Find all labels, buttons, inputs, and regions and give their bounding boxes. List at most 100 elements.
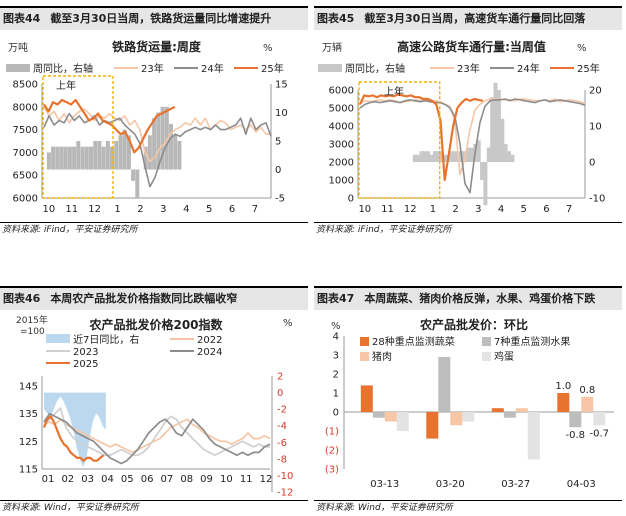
legend-swatch xyxy=(360,352,369,361)
chart46-header: 图表46 本周农产品批发价格指数同比跌幅收窄 xyxy=(0,286,308,310)
legend-label: 25年 xyxy=(261,62,284,75)
y-tick-label: (2) xyxy=(325,446,339,457)
left-tick-label: 7000 xyxy=(13,148,38,159)
series-line-23年 xyxy=(359,98,586,176)
series-line-2022 xyxy=(43,418,271,454)
chart44-title: 铁路货运量:周度 xyxy=(112,39,202,54)
legend-swatch xyxy=(482,337,491,346)
left-tick-label: 5000 xyxy=(329,104,354,115)
yoy-bar xyxy=(416,154,421,162)
legend-label: 近7日同比，右 xyxy=(73,333,139,346)
x-tick-label: 1 xyxy=(430,204,436,215)
legend-swatch-bar xyxy=(318,64,342,72)
right-tick-label: 15 xyxy=(275,80,288,91)
left-tick-label: 145 xyxy=(19,382,38,393)
yoy-bar xyxy=(126,135,131,170)
yoy-bar xyxy=(143,146,148,170)
right-axis-unit: % xyxy=(577,43,587,54)
legend-label: 猪肉 xyxy=(372,350,392,363)
bar-鸡蛋 xyxy=(396,412,409,431)
yoy-bar xyxy=(131,169,136,181)
right-tick-label: -4 xyxy=(277,421,287,432)
y-tick-label: (1) xyxy=(325,427,339,438)
right-tick-label: 0 xyxy=(275,165,281,176)
legend-label: 7种重点监测水果 xyxy=(494,335,570,348)
yoy-bar xyxy=(436,151,441,162)
chart46-title: 农产品批发价格200指数 xyxy=(88,317,223,332)
bar-鸡蛋 xyxy=(462,412,475,422)
yoy-bar xyxy=(510,154,515,162)
left-tick-label: 135 xyxy=(19,409,38,420)
right-tick-label: -10 xyxy=(277,471,293,482)
legend-label: 23年 xyxy=(457,62,480,75)
panel-chart46: 图表46 本周农产品批发价格指数同比跌幅收窄 农产品批发价格200指数 2015年 =… xyxy=(0,286,308,516)
left-axis-unit-2: =100 xyxy=(20,327,45,337)
chart45-number: 图表45 xyxy=(317,12,355,25)
left-axis-unit: 万辆 xyxy=(322,41,342,54)
yoy-bar xyxy=(59,146,64,170)
bar-猪肉 xyxy=(515,408,528,412)
annotation-label: 上年 xyxy=(384,85,404,98)
x-tick-label: 2 xyxy=(452,204,458,215)
left-tick-label: 6500 xyxy=(13,171,38,182)
right-tick-label: -2 xyxy=(277,405,287,416)
x-tick-label: 11 xyxy=(65,204,78,215)
yoy-bar xyxy=(156,112,161,170)
yoy-bar xyxy=(422,151,427,162)
x-tick-label: 01 xyxy=(42,474,55,485)
yoy-bar xyxy=(169,123,173,170)
panel-chart44: 图表44 截至3月30日当周，铁路货运量同比增速提升 铁路货运量:周度 万吨% 850… xyxy=(0,6,308,238)
chart45-source: 资料来源: iFind，平安证券研究所 xyxy=(314,222,622,236)
chart44-number: 图表44 xyxy=(3,12,41,25)
yoy-bar xyxy=(432,151,437,162)
yoy-bar xyxy=(476,140,481,162)
right-axis-unit: % xyxy=(263,43,273,54)
yoy-bar xyxy=(101,146,106,170)
yoy-bar xyxy=(160,106,165,170)
yoy-bar xyxy=(89,146,93,170)
yoy-bar xyxy=(503,144,508,162)
left-tick-label: 1000 xyxy=(329,176,354,187)
x-tick-label: 12 xyxy=(404,204,417,215)
x-tick-label: 04 xyxy=(101,474,114,485)
x-tick-label: 06 xyxy=(141,474,154,485)
yoy-bar xyxy=(177,141,182,170)
y-tick-label: (3) xyxy=(325,465,339,476)
chart47-header: 图表47 本周蔬菜、猪肉价格反弹，水果、鸡蛋价格下跌 xyxy=(314,286,622,310)
right-tick-label: 20 xyxy=(589,86,602,97)
left-tick-label: 125 xyxy=(19,437,38,448)
right-tick-label: 0 xyxy=(277,388,283,399)
annotation-label: 上年 xyxy=(56,79,76,92)
chart47-title: 农产品批发价：环比 xyxy=(419,317,528,332)
yoy-bar xyxy=(173,135,178,170)
legend-label: 2024 xyxy=(197,347,222,358)
bar-7种重点监测水果 xyxy=(438,356,451,412)
series-line-2024 xyxy=(43,412,271,465)
chart44-heading: 截至3月30日当周，铁路货运量同比增速提升 xyxy=(50,12,272,25)
bar-鸡蛋 xyxy=(593,412,606,426)
yoy-bar xyxy=(412,154,417,162)
series-line-25年 xyxy=(359,93,484,182)
right-axis-unit: % xyxy=(283,318,293,329)
yoy-bar xyxy=(118,135,123,170)
x-tick-label: 6 xyxy=(229,204,235,215)
left-tick-label: 0 xyxy=(348,194,354,205)
chart45-title: 高速公路货车通行量:当周值 xyxy=(397,39,546,54)
yoy-bar xyxy=(51,146,56,170)
yoy-bar xyxy=(72,146,77,170)
x-tick-label: 7 xyxy=(252,204,258,215)
yoy-bar xyxy=(429,154,434,162)
right-tick-label: 10 xyxy=(275,108,288,119)
yoy-bar xyxy=(76,141,81,170)
x-tick-label: 03 xyxy=(81,474,94,485)
data-label: 1.0 xyxy=(555,381,571,392)
legend-label: 周同比，右轴 xyxy=(345,62,405,75)
right-tick-label: 0 xyxy=(589,158,595,169)
bar-28种重点监测蔬菜 xyxy=(491,408,504,412)
x-tick-label: 4 xyxy=(183,204,189,215)
legend-label: 24年 xyxy=(201,62,224,75)
right-tick-label: -12 xyxy=(277,488,293,499)
yoy-bar xyxy=(486,147,491,162)
